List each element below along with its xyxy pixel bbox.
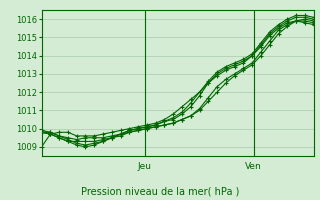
Text: Pression niveau de la mer( hPa ): Pression niveau de la mer( hPa ) xyxy=(81,186,239,196)
